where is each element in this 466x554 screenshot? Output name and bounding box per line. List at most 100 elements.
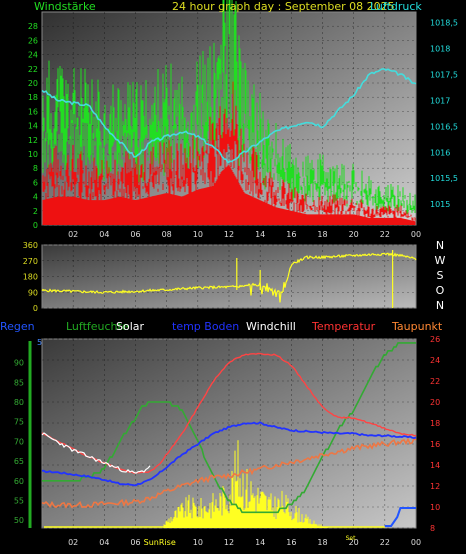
pressure-tick-label: 1016 — [430, 148, 450, 157]
legend-item: temp Boden — [172, 320, 239, 333]
gust-bars — [42, 0, 416, 215]
hour-tick-label: 20 — [349, 230, 359, 239]
wind-tick-label: 10 — [28, 150, 38, 159]
humidity-tick-label: 85 — [14, 378, 24, 387]
hour-tick-label: 02 — [68, 538, 78, 547]
hour-tick-label: 18 — [317, 538, 327, 547]
hour-tick-label: 04 — [99, 538, 109, 547]
temperature-right-axis: 8 10 12 14 16 18 20 22 24 26 — [430, 335, 440, 533]
compass-label: N — [436, 299, 444, 312]
soil-line — [41, 421, 417, 487]
hour-tick-label: 10 — [193, 538, 203, 547]
legend-item: Temperatur — [311, 320, 376, 333]
wind-tick-label: 14 — [28, 122, 38, 131]
pressure-tick-label: 1017 — [430, 96, 450, 105]
humidity-tick-label: 60 — [14, 477, 24, 486]
wind-tick-label: 0 — [33, 221, 38, 230]
wind-tick-label: 24 — [28, 51, 38, 60]
temperature-tick-label: 20 — [430, 398, 440, 407]
hour-tick-label: 12 — [224, 230, 234, 239]
temperature-tick-label: 18 — [430, 419, 440, 428]
hour-tick-label: 06 — [130, 230, 140, 239]
wind-tick-label: 22 — [28, 65, 38, 74]
humidity-tick-label: 50 — [14, 516, 24, 525]
sunset-label: Set — [346, 535, 357, 542]
humidity-tick-label: 65 — [14, 457, 24, 466]
pressure-tick-label: 1015 — [430, 200, 450, 209]
humidity-tick-label: 55 — [14, 496, 24, 505]
hour-tick-label: 14 — [255, 230, 265, 239]
humidity-left-axis: 50 55 60 65 70 75 80 85 90 — [14, 359, 24, 526]
compass-label: S — [437, 269, 444, 282]
sunrise-label-sun: Sun — [144, 538, 159, 547]
direction-tick-label: 180 — [23, 273, 38, 282]
windchill-line — [41, 432, 151, 474]
hour-tick-label: 06 — [130, 538, 140, 547]
legend-item: Taupunkt — [391, 320, 443, 333]
direction-series — [41, 250, 417, 308]
direction-tick-label: 270 — [23, 257, 38, 266]
legend-item: Regen — [0, 320, 35, 333]
humidity-tick-label: 75 — [14, 418, 24, 427]
temperature-tick-label: 8 — [430, 524, 435, 533]
wind-tick-label: 18 — [28, 93, 38, 102]
hour-tick-label: 10 — [193, 230, 203, 239]
wind-axis-title: Windstärke — [34, 0, 96, 13]
humidity-tick-label: 90 — [14, 359, 24, 368]
direction-left-axis: 0 90 180 270 360 — [23, 241, 38, 313]
compass-label: W — [435, 254, 446, 267]
rain-axis-max: 5 — [37, 338, 42, 347]
direction-tick-label: 0 — [33, 304, 38, 313]
hour-tick-label: 04 — [99, 230, 109, 239]
temperature-tick-label: 16 — [430, 440, 440, 449]
sun-rise-set-labels: Sun Rise Set — [144, 535, 356, 547]
climate-series — [41, 342, 417, 528]
wind-tick-label: 4 — [33, 193, 38, 202]
pressure-tick-label: 1016,5 — [430, 122, 458, 131]
compass-label: N — [436, 239, 444, 252]
pressure-tick-label: 1018 — [430, 44, 450, 53]
temperature-tick-label: 14 — [430, 461, 440, 470]
sunrise-label-rise: Rise — [159, 538, 176, 547]
hour-tick-label: 22 — [380, 538, 390, 547]
temperature-tick-label: 10 — [430, 503, 440, 512]
humidity-tick-label: 70 — [14, 437, 24, 446]
temperature-tick-label: 22 — [430, 377, 440, 386]
pressure-tick-label: 1017,5 — [430, 70, 458, 79]
legend-item: Luftfeuchte — [66, 320, 129, 333]
legend-item: Windchill — [246, 320, 296, 333]
wind-tick-label: 28 — [28, 22, 38, 31]
dewpoint-line — [41, 437, 417, 509]
hour-tick-label: 00 — [411, 230, 421, 239]
climate-grid — [42, 338, 416, 529]
wind-tick-label: 8 — [33, 164, 38, 173]
pressure-tick-label: 1015,5 — [430, 174, 458, 183]
temperature-tick-label: 26 — [430, 335, 440, 344]
wind-pressure-series — [41, 0, 417, 225]
direction-tick-label: 90 — [28, 288, 38, 297]
temperature-tick-label: 24 — [430, 356, 440, 365]
wind-tick-label: 26 — [28, 36, 38, 45]
legend-item: Solar — [116, 320, 145, 333]
hour-tick-label: 02 — [68, 230, 78, 239]
humidity-tick-label: 80 — [14, 398, 24, 407]
wind-tick-label: 16 — [28, 107, 38, 116]
hour-tick-label: 18 — [317, 230, 327, 239]
wind-tick-label: 20 — [28, 79, 38, 88]
direction-line — [41, 252, 417, 303]
wind-tick-label: 12 — [28, 136, 38, 145]
hour-tick-label: 12 — [224, 538, 234, 547]
hour-tick-label: 16 — [286, 230, 296, 239]
pressure-line — [41, 68, 417, 164]
wind-x-axis: 02 04 06 08 10 12 14 16 18 20 22 00 — [68, 230, 421, 239]
wind-tick-label: 6 — [33, 178, 38, 187]
temperature-tick-label: 12 — [430, 482, 440, 491]
pressure-right-axis: 1015 1015,5 1016 1016,5 1017 1017,5 1018 1018,5 — [430, 18, 458, 209]
climate-x-axis: 02 04 06 10 12 14 16 18 20 22 00 — [68, 538, 421, 547]
wind-bars — [42, 81, 416, 225]
wind-tick-label: 2 — [33, 207, 38, 216]
hour-tick-label: 08 — [162, 230, 172, 239]
